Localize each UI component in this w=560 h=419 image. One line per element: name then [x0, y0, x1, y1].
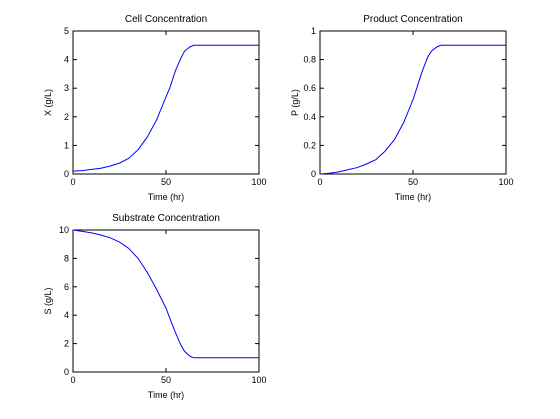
y-tick-label: 2 — [64, 112, 69, 122]
y-tick-label: 0.6 — [303, 83, 316, 93]
plot-area — [72, 229, 260, 373]
x-axis-label: Time (hr) — [148, 390, 184, 400]
x-axis-label: Time (hr) — [395, 192, 431, 202]
x-tick-label: 0 — [70, 177, 75, 187]
x-tick-label: 0 — [317, 177, 322, 187]
y-axis-label: S (g/L) — [43, 287, 53, 314]
series-line — [72, 44, 259, 172]
x-tick-label: 50 — [161, 375, 171, 385]
plot-area — [319, 30, 507, 175]
x-axis-label: Time (hr) — [148, 192, 184, 202]
y-tick-label: 0.2 — [303, 140, 316, 150]
y-axis-label: P (g/L) — [290, 89, 300, 116]
x-tick-label: 100 — [251, 177, 266, 187]
y-tick-label: 2 — [64, 339, 69, 349]
y-tick-label: 0.4 — [303, 112, 316, 122]
y-tick-label: 0 — [64, 367, 69, 377]
x-tick-label: 0 — [70, 375, 75, 385]
y-tick-label: 8 — [64, 253, 69, 263]
y-tick-label: 4 — [64, 310, 69, 320]
y-axis-label: X (g/L) — [43, 89, 53, 116]
plot-area — [72, 30, 260, 175]
x-tick-label: 100 — [498, 177, 513, 187]
chart-title: Cell Concentration — [125, 14, 207, 25]
x-tick-label: 100 — [251, 375, 266, 385]
y-tick-label: 10 — [59, 225, 69, 235]
chart-title: Product Concentration — [363, 14, 463, 25]
x-tick-label: 50 — [161, 177, 171, 187]
y-tick-label: 3 — [64, 83, 69, 93]
x-tick-label: 50 — [408, 177, 418, 187]
y-tick-label: 0 — [311, 169, 316, 179]
y-tick-label: 5 — [64, 26, 69, 36]
cell-concentration-chart: Cell Concentration Time (hr) X (g/L) 0 50… — [43, 14, 267, 202]
series-line — [319, 44, 506, 175]
y-tick-label: 1 — [311, 26, 316, 36]
y-tick-label: 4 — [64, 55, 69, 65]
chart-title: Substrate Concentration — [112, 213, 220, 224]
y-tick-label: 0 — [64, 169, 69, 179]
substrate-concentration-chart: Substrate Concentration Time (hr) S (g/L… — [43, 213, 267, 400]
y-tick-label: 6 — [64, 282, 69, 292]
y-tick-label: 0.8 — [303, 55, 316, 65]
product-concentration-chart: Product Concentration Time (hr) P (g/L) … — [290, 14, 514, 202]
y-tick-label: 1 — [64, 140, 69, 150]
series-line — [72, 229, 259, 359]
